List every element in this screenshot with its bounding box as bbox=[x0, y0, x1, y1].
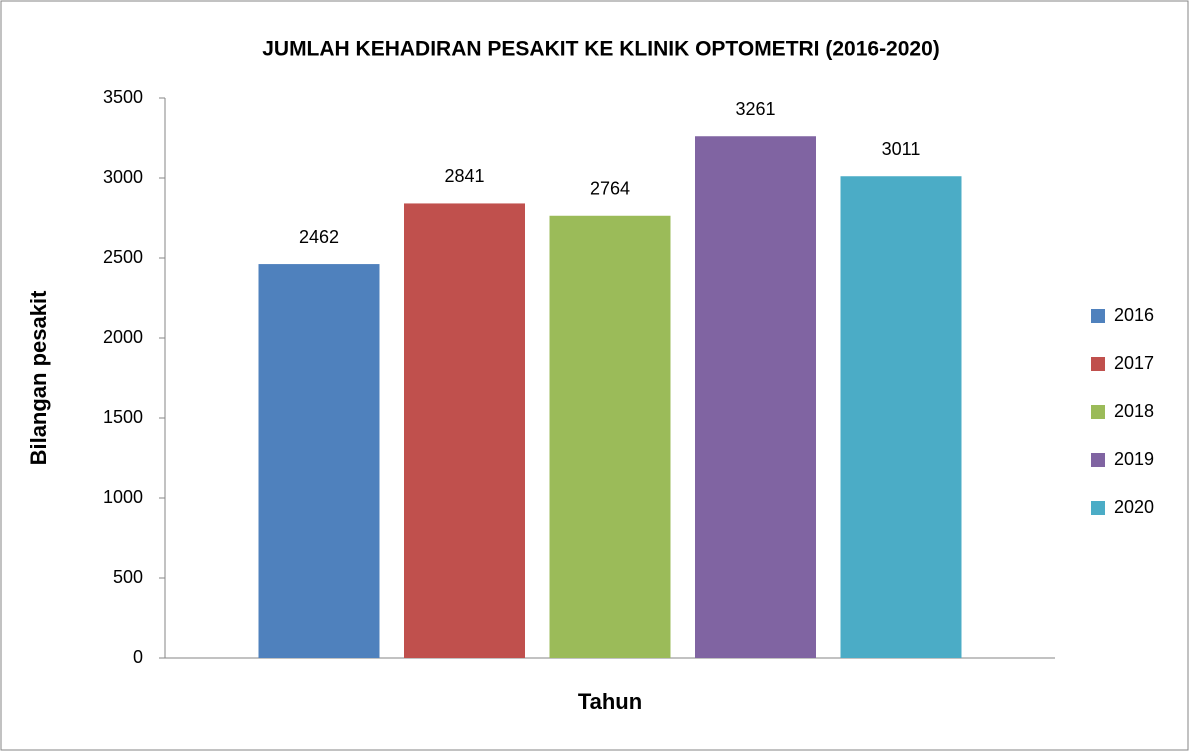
legend-swatch bbox=[1091, 357, 1105, 371]
bar bbox=[404, 203, 525, 658]
y-tick-label: 1000 bbox=[103, 487, 143, 507]
y-tick-label: 2000 bbox=[103, 327, 143, 347]
legend-label: 2020 bbox=[1114, 497, 1154, 517]
bar bbox=[840, 176, 962, 659]
value-label: 3011 bbox=[882, 139, 921, 159]
value-label: 2462 bbox=[299, 227, 339, 247]
value-label: 2764 bbox=[590, 179, 630, 199]
legend-label: 2018 bbox=[1114, 401, 1154, 421]
legend-swatch bbox=[1091, 309, 1105, 323]
value-label: 3261 bbox=[735, 99, 775, 119]
legend-swatch bbox=[1091, 405, 1105, 419]
y-tick-label: 2500 bbox=[103, 247, 143, 267]
bar bbox=[695, 136, 816, 659]
y-tick-label: 0 bbox=[133, 647, 143, 667]
y-axis-title: Bilangan pesakit bbox=[26, 290, 51, 466]
legend-label: 2019 bbox=[1114, 449, 1154, 469]
bar bbox=[549, 215, 671, 658]
y-tick-label: 3000 bbox=[103, 167, 143, 187]
legend-label: 2017 bbox=[1114, 353, 1154, 373]
legend-swatch bbox=[1091, 501, 1105, 515]
legend-swatch bbox=[1091, 453, 1105, 467]
value-label: 2841 bbox=[444, 166, 484, 186]
y-tick-label: 3500 bbox=[103, 87, 143, 107]
x-axis-title: Tahun bbox=[578, 689, 642, 714]
bar bbox=[258, 264, 380, 658]
legend-label: 2016 bbox=[1114, 305, 1154, 325]
chart-title: JUMLAH KEHADIRAN PESAKIT KE KLINIK OPTOM… bbox=[262, 38, 940, 61]
y-tick-label: 500 bbox=[113, 567, 143, 587]
y-tick-label: 1500 bbox=[103, 407, 143, 427]
